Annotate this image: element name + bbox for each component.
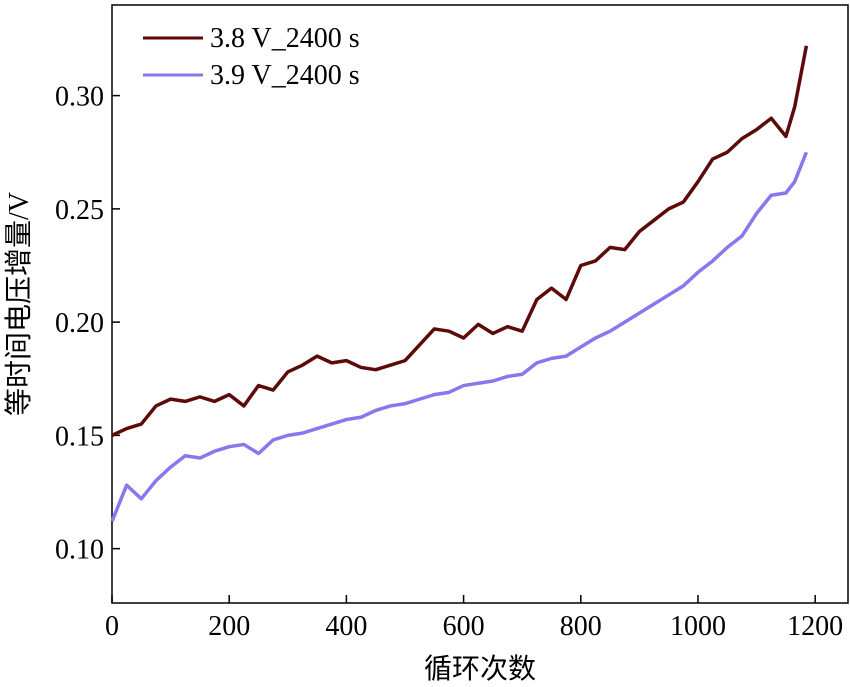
legend-label: 3.9 V_2400 s xyxy=(210,60,360,91)
y-axis-label: 等时间电压增量/V xyxy=(3,192,35,416)
y-tick-label: 0.15 xyxy=(55,421,104,452)
x-tick-label: 800 xyxy=(560,611,602,642)
data-line xyxy=(110,151,809,523)
y-tick-label: 0.10 xyxy=(55,535,104,566)
y-tick-label: 0.20 xyxy=(55,308,104,339)
x-tick-label: 1000 xyxy=(670,611,726,642)
x-tick-label: 0 xyxy=(105,611,119,642)
x-tick-label: 600 xyxy=(443,611,485,642)
plot-frame xyxy=(111,4,849,604)
data-line xyxy=(111,45,809,437)
x-tick-label: 1200 xyxy=(787,611,843,642)
y-tick-label: 0.25 xyxy=(55,195,104,226)
x-tick-label: 200 xyxy=(208,611,250,642)
y-tick-label: 0.30 xyxy=(55,82,104,113)
legend-label: 3.8 V_2400 s xyxy=(210,23,360,54)
x-tick-label: 400 xyxy=(325,611,367,642)
x-axis-label: 循环次数 xyxy=(424,653,536,685)
